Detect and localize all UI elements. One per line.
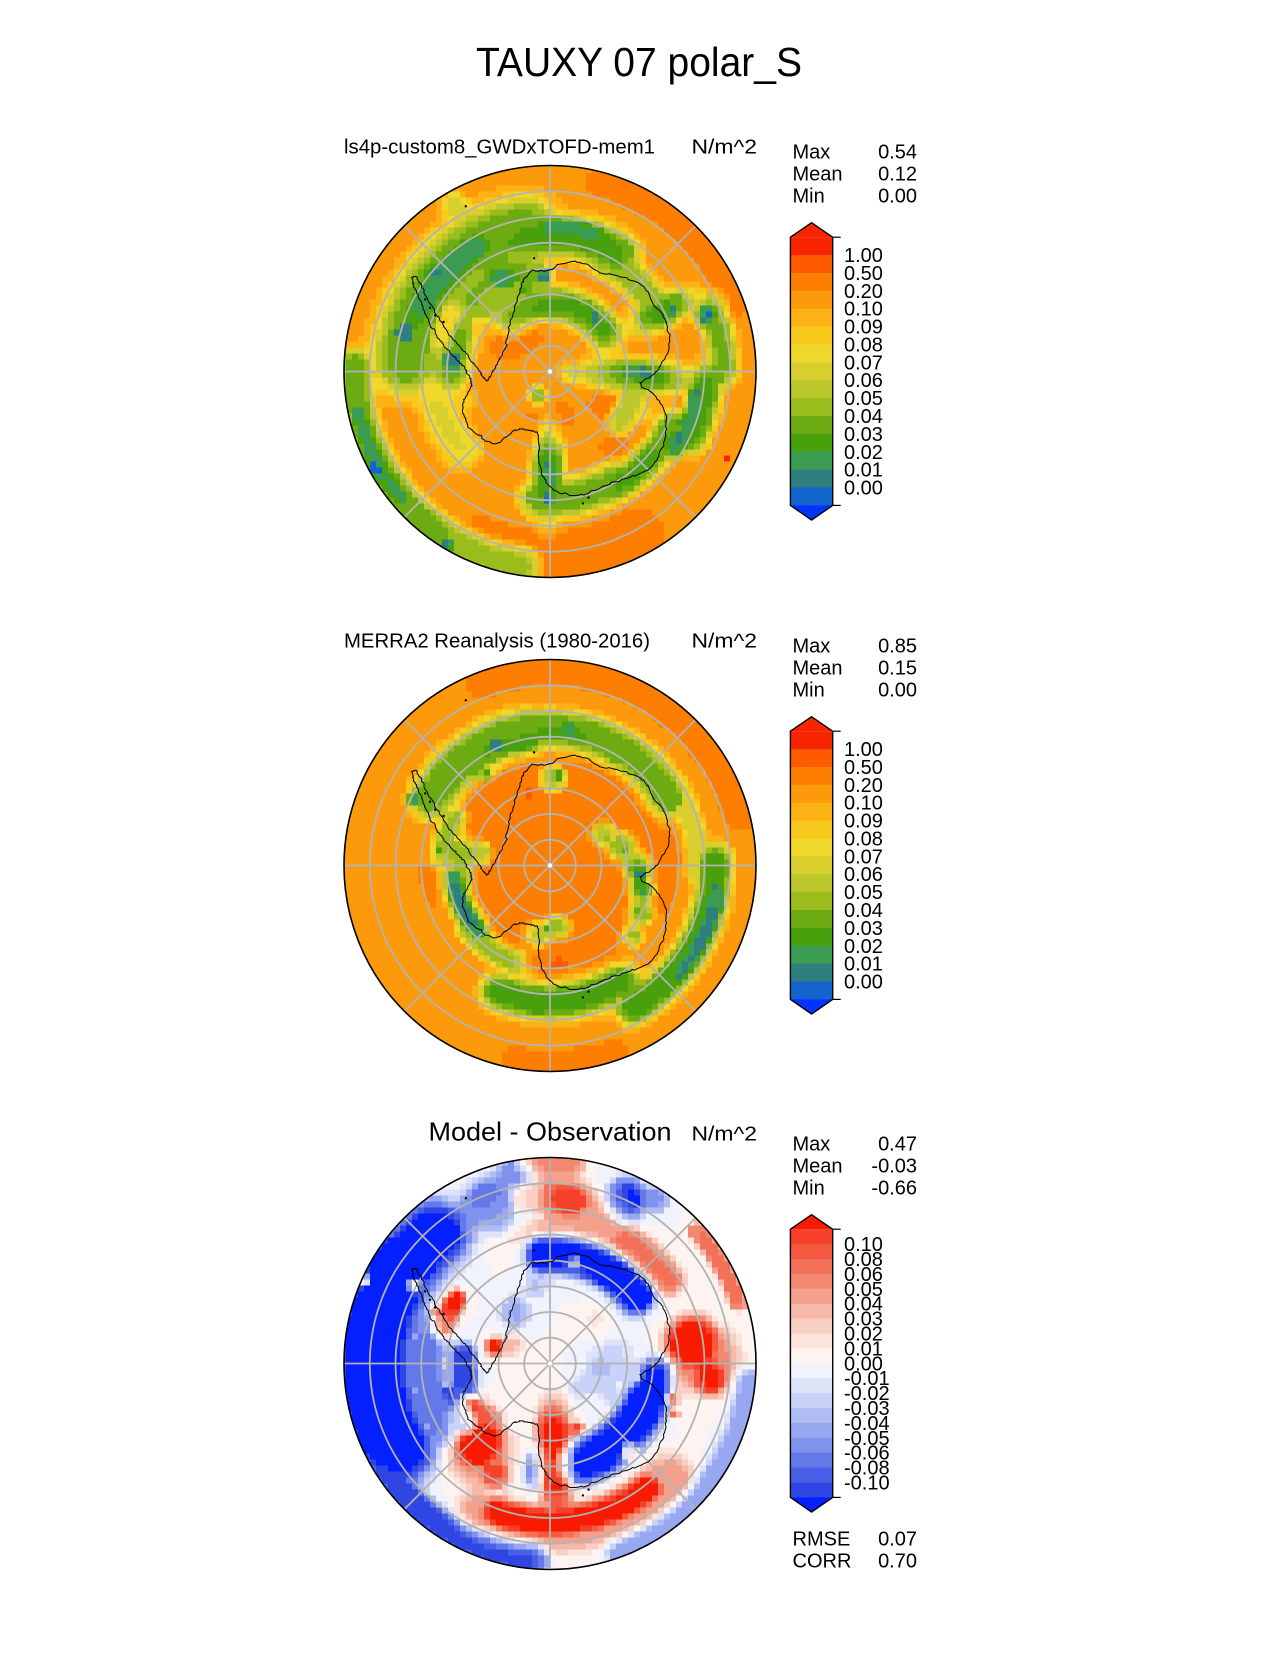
svg-text:0.03: 0.03: [844, 424, 883, 446]
svg-text:-0.66: -0.66: [871, 1178, 917, 1200]
svg-text:0.50: 0.50: [844, 757, 883, 779]
svg-text:-0.04: -0.04: [844, 1413, 890, 1435]
svg-text:-0.06: -0.06: [844, 1443, 890, 1465]
svg-text:0.10: 0.10: [844, 299, 883, 321]
svg-text:0.00: 0.00: [878, 186, 917, 208]
svg-text:-0.01: -0.01: [844, 1368, 890, 1390]
svg-text:TAUXY 07 polar_S: TAUXY 07 polar_S: [476, 39, 802, 85]
svg-text:0.08: 0.08: [844, 335, 883, 357]
svg-text:Max: Max: [793, 142, 831, 164]
svg-text:0.05: 0.05: [844, 882, 883, 904]
svg-text:0.05: 0.05: [844, 1279, 883, 1301]
svg-text:0.10: 0.10: [844, 793, 883, 815]
svg-text:Min: Min: [793, 680, 825, 702]
svg-text:0.12: 0.12: [878, 164, 917, 186]
svg-text:0.54: 0.54: [878, 142, 917, 164]
svg-text:-0.03: -0.03: [844, 1398, 890, 1420]
svg-text:N/m^2: N/m^2: [692, 630, 758, 652]
svg-text:0.02: 0.02: [844, 1324, 883, 1346]
svg-text:0.08: 0.08: [844, 1249, 883, 1271]
svg-text:0.05: 0.05: [844, 388, 883, 410]
svg-text:0.00: 0.00: [844, 478, 883, 500]
svg-text:-0.05: -0.05: [844, 1428, 890, 1450]
svg-text:0.50: 0.50: [844, 263, 883, 285]
svg-text:0.70: 0.70: [878, 1551, 917, 1573]
svg-text:CORR: CORR: [793, 1551, 852, 1573]
svg-text:-0.08: -0.08: [844, 1458, 890, 1480]
svg-text:Max: Max: [793, 636, 831, 658]
svg-text:Mean: Mean: [793, 658, 843, 680]
svg-text:-0.10: -0.10: [844, 1473, 890, 1495]
svg-text:0.08: 0.08: [844, 829, 883, 851]
svg-text:Min: Min: [793, 186, 825, 208]
svg-text:0.04: 0.04: [844, 1294, 883, 1316]
svg-text:Mean: Mean: [793, 164, 843, 186]
svg-text:-0.02: -0.02: [844, 1383, 890, 1405]
svg-text:0.03: 0.03: [844, 918, 883, 940]
svg-text:0.20: 0.20: [844, 281, 883, 303]
svg-text:0.07: 0.07: [878, 1529, 917, 1551]
svg-text:0.10: 0.10: [844, 1234, 883, 1256]
svg-text:N/m^2: N/m^2: [692, 1123, 758, 1145]
svg-text:ls4p-custom8_GWDxTOFD-mem1: ls4p-custom8_GWDxTOFD-mem1: [344, 136, 655, 158]
svg-text:Min: Min: [793, 1178, 825, 1200]
svg-text:0.06: 0.06: [844, 1264, 883, 1286]
svg-text:0.09: 0.09: [844, 317, 883, 339]
svg-text:Max: Max: [793, 1134, 831, 1156]
svg-text:0.02: 0.02: [844, 936, 883, 958]
svg-text:0.07: 0.07: [844, 846, 883, 868]
svg-text:0.01: 0.01: [844, 954, 883, 976]
svg-text:0.00: 0.00: [844, 1353, 883, 1375]
svg-text:0.03: 0.03: [844, 1309, 883, 1331]
svg-text:-0.03: -0.03: [871, 1156, 917, 1178]
svg-text:0.09: 0.09: [844, 811, 883, 833]
svg-text:0.02: 0.02: [844, 442, 883, 464]
svg-text:RMSE: RMSE: [793, 1529, 851, 1551]
svg-text:0.01: 0.01: [844, 460, 883, 482]
svg-text:0.47: 0.47: [878, 1134, 917, 1156]
svg-text:0.00: 0.00: [844, 972, 883, 994]
svg-text:1.00: 1.00: [844, 739, 883, 761]
svg-text:0.01: 0.01: [844, 1338, 883, 1360]
svg-text:0.20: 0.20: [844, 775, 883, 797]
svg-text:1.00: 1.00: [844, 245, 883, 267]
svg-text:0.15: 0.15: [878, 658, 917, 680]
svg-text:Model - Observation: Model - Observation: [429, 1117, 672, 1147]
svg-text:Mean: Mean: [793, 1156, 843, 1178]
svg-text:0.06: 0.06: [844, 370, 883, 392]
svg-text:0.07: 0.07: [844, 352, 883, 374]
svg-text:MERRA2 Reanalysis (1980-2016): MERRA2 Reanalysis (1980-2016): [344, 630, 650, 652]
svg-text:0.00: 0.00: [878, 680, 917, 702]
svg-text:N/m^2: N/m^2: [692, 136, 758, 158]
svg-text:0.06: 0.06: [844, 864, 883, 886]
svg-text:0.85: 0.85: [878, 636, 917, 658]
svg-text:0.04: 0.04: [844, 406, 883, 428]
svg-text:0.04: 0.04: [844, 900, 883, 922]
